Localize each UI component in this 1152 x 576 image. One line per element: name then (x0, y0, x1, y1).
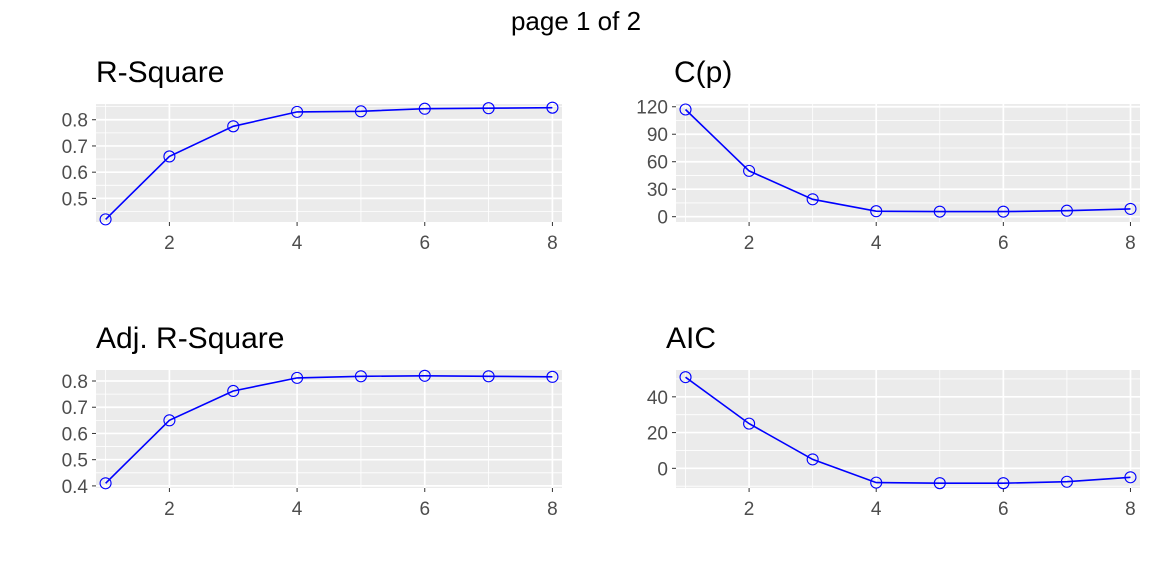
adj-r-square-plot-background (96, 370, 562, 488)
aic-x-tick-label: 2 (744, 499, 755, 520)
cp-x-tick-label: 4 (871, 233, 882, 254)
adj-r-square-y-tick-label: 0.4 (62, 477, 89, 498)
cp-data-point (743, 164, 756, 177)
cp-title: C(p) (674, 56, 732, 89)
page-title: page 1 of 2 (510, 6, 642, 36)
aic-chart: AIC 2 4 6 8 0 20 40 (647, 322, 1140, 520)
aic-data-point (997, 477, 1010, 490)
r-square-data-point (227, 120, 240, 133)
aic-data-point (679, 371, 692, 384)
r-square-data-point (354, 105, 367, 118)
adj-r-square-data-point (418, 369, 431, 382)
aic-y-tick-label: 20 (647, 424, 668, 445)
aic-data-point (743, 417, 756, 430)
cp-y-tick-label: 90 (647, 125, 668, 146)
cp-series-line (684, 108, 1131, 213)
r-square-title: R-Square (96, 56, 224, 89)
adj-r-square-data-point (546, 370, 559, 383)
adj-r-square-data-point (163, 414, 176, 427)
adj-r-square-chart: Adj. R-Square 2 4 6 8 0.4 0.5 0.6 0.7 0.8 (62, 322, 562, 520)
adj-r-square-data-point (227, 384, 240, 398)
r-square-data-point (546, 101, 559, 114)
r-square-data-point (291, 105, 304, 118)
cp-data-point (933, 205, 946, 218)
cp-plot-background (676, 104, 1140, 222)
adj-r-square-data-point (482, 370, 495, 383)
aic-x-tick-label: 8 (1125, 499, 1136, 520)
r-square-y-tick-label: 0.5 (62, 189, 88, 210)
cp-data-point (1060, 204, 1073, 217)
r-square-y-tick-label: 0.6 (62, 163, 88, 184)
aic-title: AIC (666, 322, 716, 355)
cp-x-tick-label: 6 (998, 233, 1009, 254)
aic-x-tick-label: 6 (998, 499, 1009, 520)
adj-r-square-y-tick-label: 0.6 (62, 424, 88, 445)
r-square-x-tick-label: 8 (547, 233, 558, 254)
aic-series-line (685, 376, 1131, 484)
r-square-data-point (418, 102, 431, 115)
cp-data-point (1124, 202, 1137, 215)
cp-chart: C(p) 2 4 6 8 0 30 60 90 120 (636, 56, 1140, 254)
r-square-chart: R-Square 2 4 6 8 0.5 0.6 0.7 0.8 (62, 56, 562, 254)
r-square-series-line (105, 106, 553, 220)
adj-r-square-series-line (105, 374, 553, 484)
r-square-y-tick-label: 0.7 (62, 137, 88, 158)
cp-y-tick-label: 0 (657, 208, 668, 229)
adj-r-square-x-tick-label: 4 (292, 499, 303, 520)
r-square-x-tick-label: 6 (419, 233, 430, 254)
aic-y-tick-label: 0 (657, 459, 668, 480)
adj-r-square-y-tick-label: 0.5 (62, 451, 88, 472)
r-square-y-tick-label: 0.8 (62, 111, 88, 132)
aic-data-point (870, 476, 883, 489)
aic-data-point (933, 477, 946, 490)
cp-data-point (997, 205, 1010, 218)
r-square-data-point (482, 102, 495, 115)
adj-r-square-data-point (99, 477, 112, 490)
adj-r-square-y-tick-label: 0.7 (62, 398, 88, 419)
aic-data-point (1060, 475, 1073, 488)
aic-data-point (1124, 471, 1137, 484)
adj-r-square-x-tick-label: 2 (164, 499, 175, 520)
adj-r-square-y-tick-label: 0.8 (62, 372, 88, 393)
adj-r-square-x-tick-label: 8 (547, 499, 558, 520)
aic-x-tick-label: 4 (871, 499, 882, 520)
r-square-data-point (163, 150, 176, 163)
cp-y-tick-label: 120 (636, 98, 668, 119)
r-square-x-tick-label: 4 (292, 233, 303, 254)
aic-plot-background (676, 370, 1140, 488)
adj-r-square-title: Adj. R-Square (96, 322, 284, 355)
cp-data-point (679, 103, 692, 116)
r-square-data-point (99, 213, 112, 226)
adj-r-square-x-tick-label: 6 (419, 499, 430, 520)
cp-y-tick-label: 30 (647, 180, 668, 201)
cp-x-tick-label: 8 (1125, 233, 1136, 254)
adj-r-square-data-point (354, 370, 367, 383)
r-square-x-tick-label: 2 (164, 233, 175, 254)
aic-data-point (806, 453, 819, 466)
adj-r-square-data-point (291, 371, 304, 384)
cp-x-tick-label: 2 (744, 233, 755, 254)
cp-data-point (806, 193, 819, 206)
aic-y-tick-label: 40 (647, 388, 668, 409)
cp-data-point (870, 205, 883, 218)
cp-y-tick-label: 60 (647, 153, 668, 174)
r-square-plot-background (96, 104, 562, 222)
